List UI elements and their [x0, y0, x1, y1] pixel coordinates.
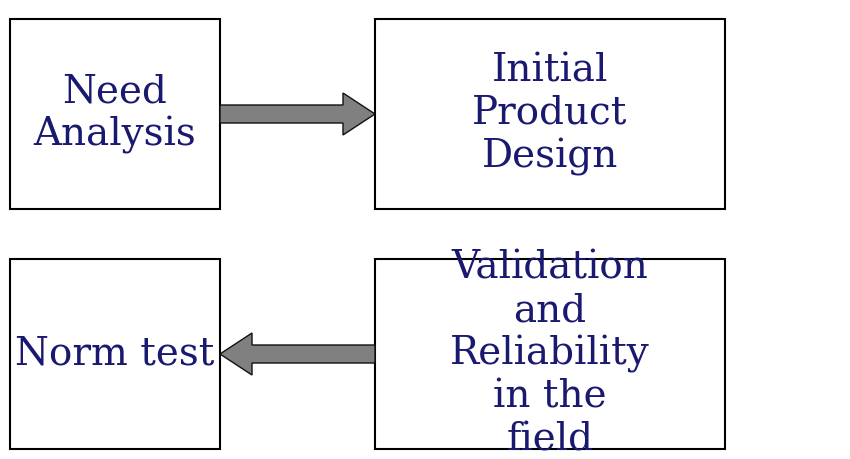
Polygon shape	[220, 333, 375, 375]
FancyBboxPatch shape	[375, 259, 725, 449]
Text: Need
Analysis: Need Analysis	[34, 73, 196, 154]
FancyBboxPatch shape	[10, 259, 220, 449]
FancyBboxPatch shape	[375, 19, 725, 209]
Text: Initial
Product
Design: Initial Product Design	[473, 52, 627, 176]
Text: Norm test: Norm test	[15, 336, 215, 373]
Text: Validation
and
Reliability
in the
field: Validation and Reliability in the field	[450, 249, 650, 459]
Polygon shape	[220, 93, 375, 135]
FancyBboxPatch shape	[10, 19, 220, 209]
